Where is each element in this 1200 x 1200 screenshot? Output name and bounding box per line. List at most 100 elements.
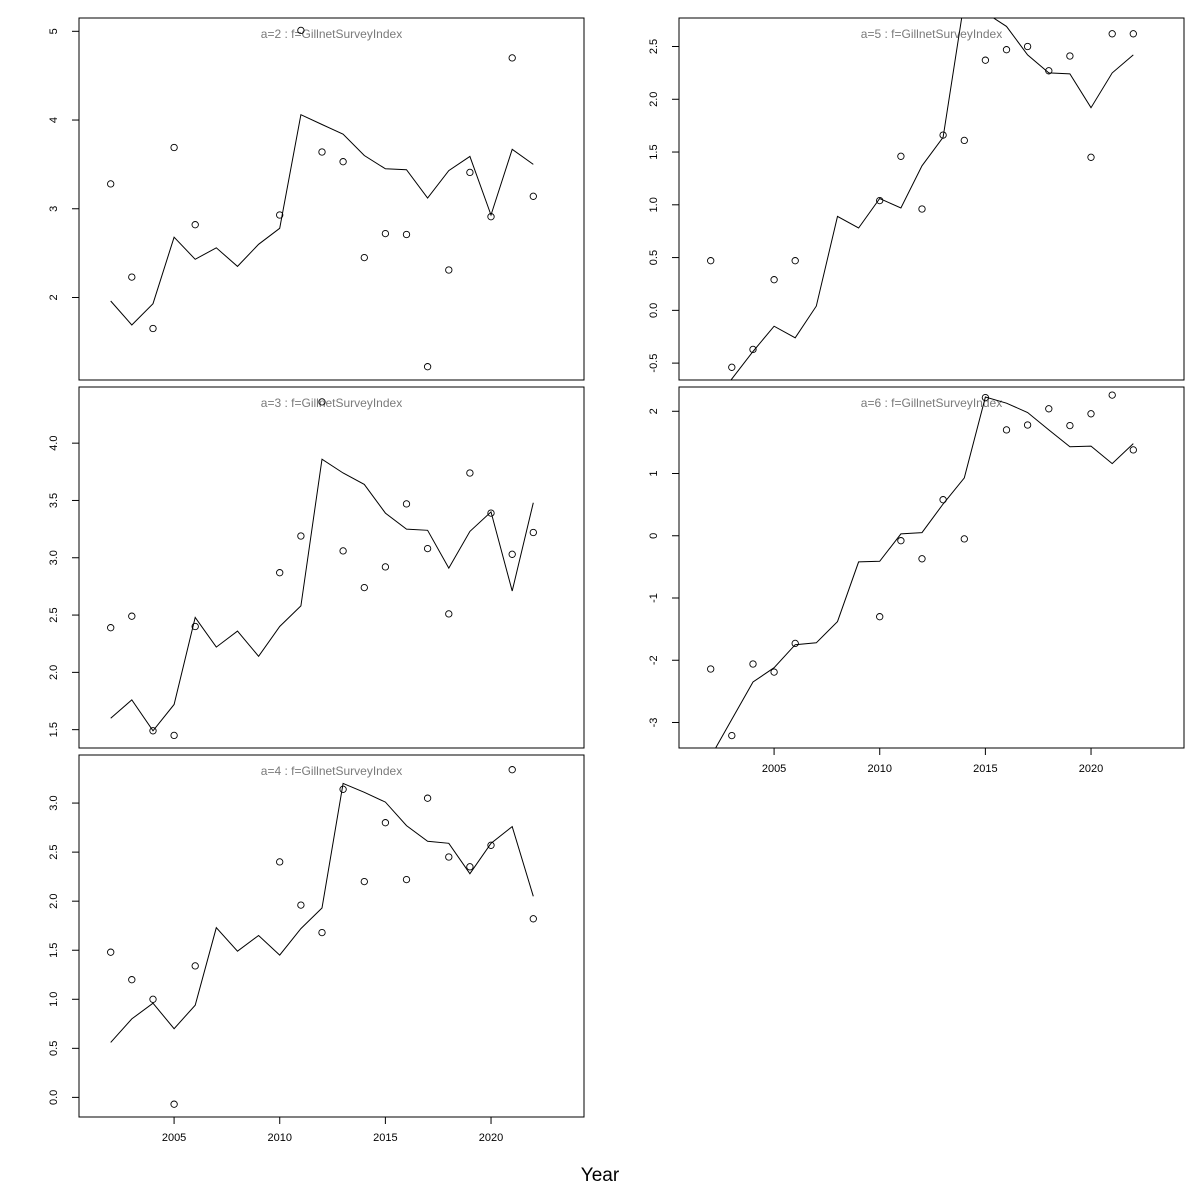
panel-3-xtick-label: 2010 xyxy=(267,1132,291,1144)
panel-5-observed-point xyxy=(960,535,968,543)
panel-5-observed-point xyxy=(1129,446,1137,454)
panel-5-observed-point xyxy=(1002,426,1011,434)
panel-1-observed-point xyxy=(128,273,136,281)
panel-3-ytick-label: 0.0 xyxy=(48,1090,60,1105)
panel-3-observed-point xyxy=(149,995,157,1003)
panel-1-observed-point xyxy=(149,324,157,333)
panel-4-observed-point xyxy=(918,205,926,213)
panel-5-fitted-line xyxy=(715,396,1134,748)
panel-5-frame xyxy=(678,386,1185,749)
panel-3-observed-point xyxy=(381,819,390,827)
panel-3-observed-point xyxy=(107,948,115,956)
panel-3-observed-point xyxy=(423,794,432,802)
panel-3-observed-point xyxy=(191,962,199,970)
panel-4-observed-point xyxy=(876,196,884,205)
panel-1-observed-point xyxy=(107,180,115,188)
panel-3-observed-point xyxy=(466,863,474,871)
panel-2-ytick-label: 3.5 xyxy=(48,493,60,508)
panel-2-observed-point xyxy=(423,544,432,553)
panel-4-ytick-label: -0.5 xyxy=(648,354,660,373)
panel-5-ytick-label: -1 xyxy=(648,593,660,603)
panel-5-observed-point xyxy=(707,665,715,673)
panel-4-observed-point xyxy=(960,136,968,145)
panel-3-observed-point xyxy=(339,785,347,793)
panel-1-ytick-label: 2 xyxy=(48,294,60,300)
panel-5-observed-point xyxy=(918,555,926,563)
panel-3-title: a=4 : f=GillnetSurveyIndex xyxy=(261,764,402,778)
panel-3-ytick-label: 2.0 xyxy=(48,894,60,909)
panel-5-xtick-label: 2020 xyxy=(1079,763,1103,775)
panel-1-ytick-label: 3 xyxy=(48,206,60,212)
panel-1-ytick-label: 4 xyxy=(48,117,60,123)
panel-1-observed-point xyxy=(508,54,516,62)
panel-2-observed-point xyxy=(339,547,347,555)
panel-3-observed-point xyxy=(402,875,411,884)
panel-1-frame xyxy=(78,17,585,381)
panel-4-observed-point xyxy=(981,56,990,64)
panel-2-observed-point xyxy=(276,569,284,577)
panel-3-observed-point xyxy=(297,901,305,909)
panel-4-frame xyxy=(678,17,1185,381)
panel-4-ytick-label: 0.0 xyxy=(648,303,660,318)
panel-1-observed-point xyxy=(381,229,390,238)
panel-4-observed-point xyxy=(1087,153,1095,161)
panel-3-observed-point xyxy=(445,853,453,861)
panel-4-observed-point xyxy=(939,131,947,139)
panel-2-observed-point xyxy=(508,550,516,558)
panel-4-observed-point xyxy=(749,345,757,354)
panel-4-fitted-line xyxy=(730,18,1134,380)
panel-3-fitted-line xyxy=(110,782,534,1043)
panel-5-ytick-label: -2 xyxy=(648,655,660,665)
panel-5-observed-point xyxy=(749,660,757,668)
panel-2: a=3 : f=GillnetSurveyIndex 1.5 2.0 2.5 3.0 3.… xyxy=(48,386,585,749)
panel-1-observed-point xyxy=(423,363,432,371)
panel-2-observed-point xyxy=(466,469,474,477)
panel-3-observed-point xyxy=(360,877,368,886)
panel-5-xtick-label: 2005 xyxy=(762,763,786,775)
panel-4-observed-point xyxy=(1002,46,1011,54)
panel-2-observed-point xyxy=(402,500,411,508)
panel-2-observed-point xyxy=(297,532,305,540)
panel-2-observed-point xyxy=(149,727,157,735)
panel-4-ytick-label: 2.5 xyxy=(648,39,660,54)
panel-1-observed-point xyxy=(445,266,453,274)
panel-1-observed-point xyxy=(529,192,537,200)
panel-4-ytick-label: 0.5 xyxy=(648,250,660,265)
panel-1-observed-point xyxy=(339,158,347,166)
panel-3-xtick-label: 2005 xyxy=(162,1132,186,1144)
panel-5-observed-point xyxy=(1087,410,1095,418)
panel-3-ytick-label: 0.5 xyxy=(48,1041,60,1056)
panel-5-observed-point xyxy=(1023,421,1032,429)
panel-5-observed-point xyxy=(728,731,736,740)
panel-5-observed-point xyxy=(981,393,990,402)
panel-3-xtick-label: 2020 xyxy=(479,1132,503,1144)
panel-2-fitted-line xyxy=(110,458,534,732)
panel-2-observed-point xyxy=(107,624,115,632)
panel-1-fitted-line xyxy=(110,113,534,326)
panel-4-observed-point xyxy=(728,363,736,371)
panel-3-ytick-label: 2.5 xyxy=(48,844,60,859)
panel-5-ytick-label: 0 xyxy=(648,533,660,539)
panel-2-ytick-label: 2.0 xyxy=(48,665,60,680)
panel-5-observed-point xyxy=(897,537,905,545)
panel-3-observed-point xyxy=(508,766,516,774)
panel-4-observed-point xyxy=(1108,30,1116,38)
panel-5-observed-point xyxy=(939,496,947,504)
panel-2-observed-point xyxy=(128,612,136,620)
panel-1-observed-point xyxy=(360,253,368,262)
panel-3-frame xyxy=(78,754,585,1118)
panel-5-title: a=6 : f=GillnetSurveyIndex xyxy=(861,396,1002,410)
panel-4-observed-point xyxy=(1129,30,1137,38)
panel-1-observed-point xyxy=(276,211,284,219)
panel-4-observed-point xyxy=(1045,67,1053,75)
panel-1-observed-point xyxy=(170,143,178,152)
panel-3: a=4 : f=GillnetSurveyIndex 0.0 0.5 1.0 1.5 2.… xyxy=(48,754,585,1144)
panel-1-observed-point xyxy=(466,168,474,177)
panel-1-observed-point xyxy=(297,26,305,35)
panel-1-observed-point xyxy=(487,213,495,221)
panel-2-title: a=3 : f=GillnetSurveyIndex xyxy=(261,396,402,410)
panel-5-observed-point xyxy=(791,639,799,648)
panel-4-ytick-label: 1.5 xyxy=(648,144,660,159)
panel-5-observed-point xyxy=(1045,405,1053,413)
panel-1-ytick-label: 5 xyxy=(48,28,60,34)
